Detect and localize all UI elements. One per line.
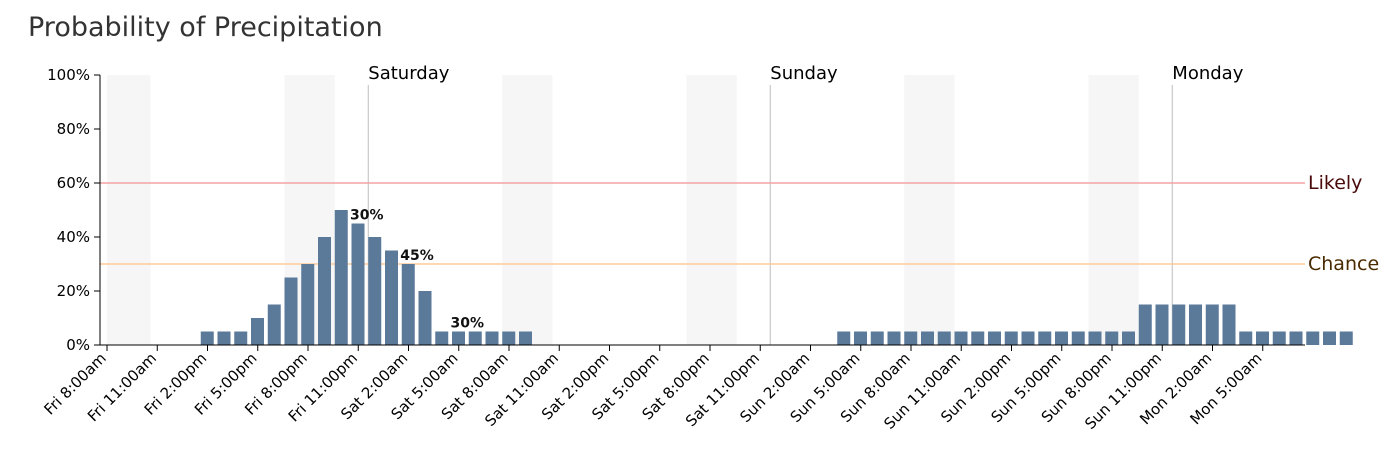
bar: [954, 331, 968, 345]
bar: [1205, 304, 1219, 345]
bar: [217, 331, 231, 345]
bar: [988, 331, 1001, 345]
bar: [301, 264, 315, 345]
bar: [368, 237, 382, 345]
bar: [200, 331, 214, 345]
bar: [1189, 304, 1202, 345]
y-tick-label: 0%: [66, 336, 90, 354]
bar: [1155, 304, 1169, 345]
y-tick-label: 60%: [57, 174, 90, 192]
y-tick-label: 20%: [57, 282, 90, 300]
labels: Saturday Sunday Monday Likely Chance 30% 45% 30…: [350, 63, 1379, 332]
bar: [1272, 331, 1286, 345]
night-band: [904, 75, 955, 345]
bar: [468, 331, 482, 345]
bar: [351, 223, 365, 345]
bar: [870, 331, 884, 345]
bar: [234, 331, 248, 345]
bar: [937, 331, 951, 345]
bar: [284, 277, 298, 345]
bar: [904, 331, 918, 345]
bar: [1055, 331, 1068, 345]
bar: [1323, 331, 1336, 345]
bar-value-label: 45%: [400, 248, 434, 264]
bar: [502, 331, 516, 345]
bar: [1021, 331, 1035, 345]
threshold-label: Chance: [1308, 253, 1379, 275]
night-band: [686, 75, 737, 345]
bar: [921, 331, 934, 345]
night-band: [1088, 75, 1139, 345]
chart-title: Probability of Precipitation: [28, 12, 383, 43]
bar: [1088, 331, 1102, 345]
y-tick-label: 100%: [47, 66, 90, 84]
y-tick-label: 80%: [57, 120, 90, 138]
bar: [485, 331, 499, 345]
bar: [385, 250, 398, 345]
bar: [519, 331, 532, 345]
threshold-label: Likely: [1308, 172, 1362, 194]
night-band: [107, 75, 151, 345]
bar-value-label: 30%: [350, 208, 384, 224]
bar: [267, 304, 281, 345]
bar: [1306, 331, 1320, 345]
night-bands: [107, 75, 1173, 345]
bar: [435, 331, 449, 345]
bar: [1339, 331, 1353, 345]
bar: [1004, 331, 1018, 345]
day-label: Saturday: [368, 63, 449, 84]
day-label: Sunday: [770, 63, 838, 84]
bar-value-label: 30%: [451, 316, 485, 332]
day-label: Monday: [1172, 63, 1243, 84]
bar: [251, 318, 264, 345]
bar: [334, 210, 348, 345]
bar: [452, 331, 465, 345]
bar: [971, 331, 985, 345]
bar: [1138, 304, 1152, 345]
y-tick-label: 40%: [57, 228, 90, 246]
night-band: [502, 75, 553, 345]
bar: [1122, 331, 1135, 345]
bar: [1289, 331, 1303, 345]
bar: [1105, 331, 1119, 345]
bar: [1239, 331, 1253, 345]
bar: [1038, 331, 1052, 345]
bar: [1256, 331, 1269, 345]
bar: [1172, 304, 1186, 345]
bar: [418, 291, 432, 345]
bar: [1222, 304, 1236, 345]
bar: [854, 331, 867, 345]
bar: [887, 331, 901, 345]
bar: [401, 264, 415, 345]
bar-series: [200, 210, 1353, 345]
bar: [837, 331, 851, 345]
bar: [318, 237, 331, 345]
bar: [1071, 331, 1085, 345]
threshold-lines: [100, 182, 1305, 265]
